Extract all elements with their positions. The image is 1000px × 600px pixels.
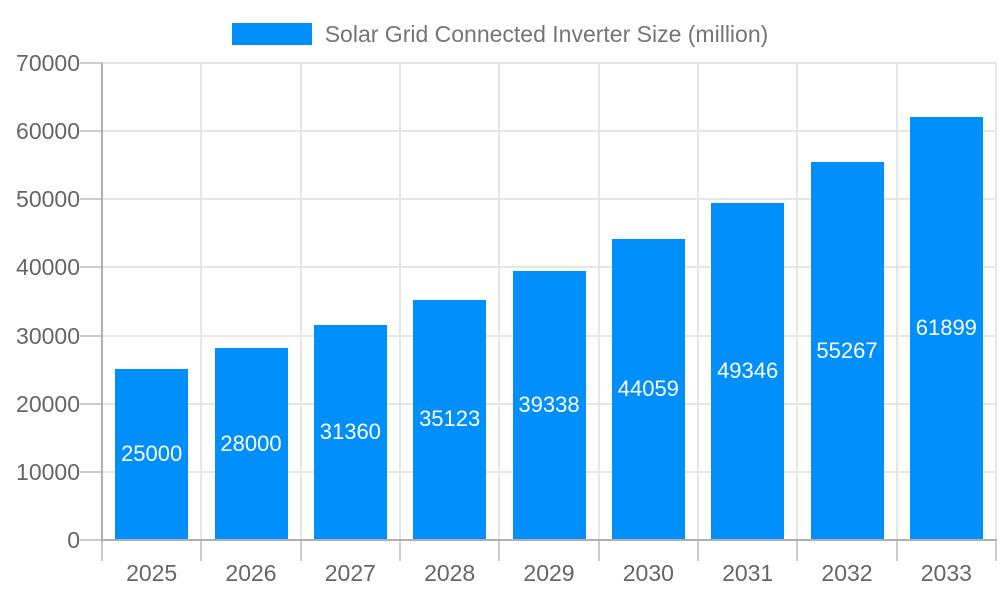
- bar-value-label: 55267: [816, 337, 878, 363]
- x-axis-label: 2033: [920, 560, 972, 586]
- x-axis-tick: [895, 541, 898, 561]
- y-axis-tick: [80, 539, 102, 541]
- y-axis-line: [101, 63, 103, 542]
- horizontal-gridline: [102, 198, 996, 201]
- y-axis-tick: [80, 62, 102, 64]
- y-axis-label: 60000: [16, 118, 80, 145]
- bar-2026: 28000: [214, 348, 288, 539]
- horizontal-gridline: [102, 62, 996, 64]
- bar-value-label: 61899: [915, 315, 977, 341]
- bar-2028: 35123: [413, 299, 487, 539]
- x-axis-label: 2031: [722, 560, 774, 586]
- x-axis-line: [101, 539, 997, 541]
- bar-value-label: 49346: [717, 357, 779, 383]
- bar-2027: 31360: [313, 325, 387, 539]
- bar-2025: 25000: [115, 368, 189, 539]
- vertical-gridline: [796, 63, 799, 540]
- y-axis-label: 30000: [16, 322, 80, 349]
- vertical-gridline: [399, 63, 401, 540]
- bar-value-label: 31360: [319, 419, 381, 445]
- x-axis-tick: [299, 541, 302, 561]
- y-axis-label: 10000: [16, 458, 80, 485]
- bar-2033: 61899: [909, 117, 983, 539]
- x-axis-tick: [200, 541, 203, 561]
- x-axis-label: 2029: [523, 560, 575, 586]
- y-axis-tick: [80, 402, 102, 405]
- vertical-gridline: [299, 63, 302, 540]
- y-axis-tick: [80, 130, 102, 133]
- x-axis-label: 2028: [424, 560, 476, 586]
- x-axis-label: 2025: [126, 560, 178, 586]
- legend-label: Solar Grid Connected Inverter Size (mill…: [324, 20, 769, 47]
- y-axis-tick: [80, 470, 102, 473]
- vertical-gridline: [200, 63, 203, 540]
- bar-value-label: 44059: [617, 375, 679, 401]
- y-axis-label: 20000: [16, 390, 80, 417]
- vertical-gridline: [895, 63, 898, 540]
- x-axis-tick: [399, 541, 401, 561]
- x-axis-tick: [796, 541, 799, 561]
- y-axis-tick: [80, 266, 102, 269]
- y-axis-tick: [80, 334, 102, 337]
- x-axis-tick: [697, 541, 699, 561]
- vertical-gridline: [498, 63, 501, 540]
- y-axis-label: 50000: [16, 186, 80, 213]
- bar-2030: 44059: [611, 238, 685, 539]
- x-axis-tick: [101, 541, 103, 561]
- bar-value-label: 28000: [220, 430, 282, 456]
- y-axis-label: 70000: [16, 50, 80, 76]
- y-axis-label: 0: [67, 527, 80, 553]
- y-axis-tick: [80, 198, 102, 201]
- vertical-gridline: [697, 63, 699, 540]
- x-axis-label: 2026: [225, 560, 277, 586]
- x-axis-tick: [498, 541, 501, 561]
- legend: Solar Grid Connected Inverter Size (mill…: [0, 20, 1000, 48]
- bar-value-label: 35123: [419, 406, 481, 432]
- x-axis-tick: [597, 541, 600, 561]
- bar-2031: 49346: [711, 202, 785, 539]
- x-axis-tick: [995, 541, 997, 561]
- legend-swatch: [231, 23, 312, 45]
- vertical-gridline: [597, 63, 600, 540]
- bar-2032: 55267: [810, 162, 884, 539]
- vertical-gridline: [995, 63, 997, 540]
- horizontal-gridline: [102, 266, 996, 269]
- bar-value-label: 39338: [518, 391, 580, 417]
- x-axis-label: 2027: [324, 560, 376, 586]
- x-axis-label: 2032: [821, 560, 873, 586]
- bar-value-label: 25000: [121, 440, 183, 466]
- bar-2029: 39338: [512, 270, 586, 539]
- horizontal-gridline: [102, 130, 996, 133]
- x-axis-label: 2030: [622, 560, 674, 586]
- y-axis-label: 40000: [16, 254, 80, 281]
